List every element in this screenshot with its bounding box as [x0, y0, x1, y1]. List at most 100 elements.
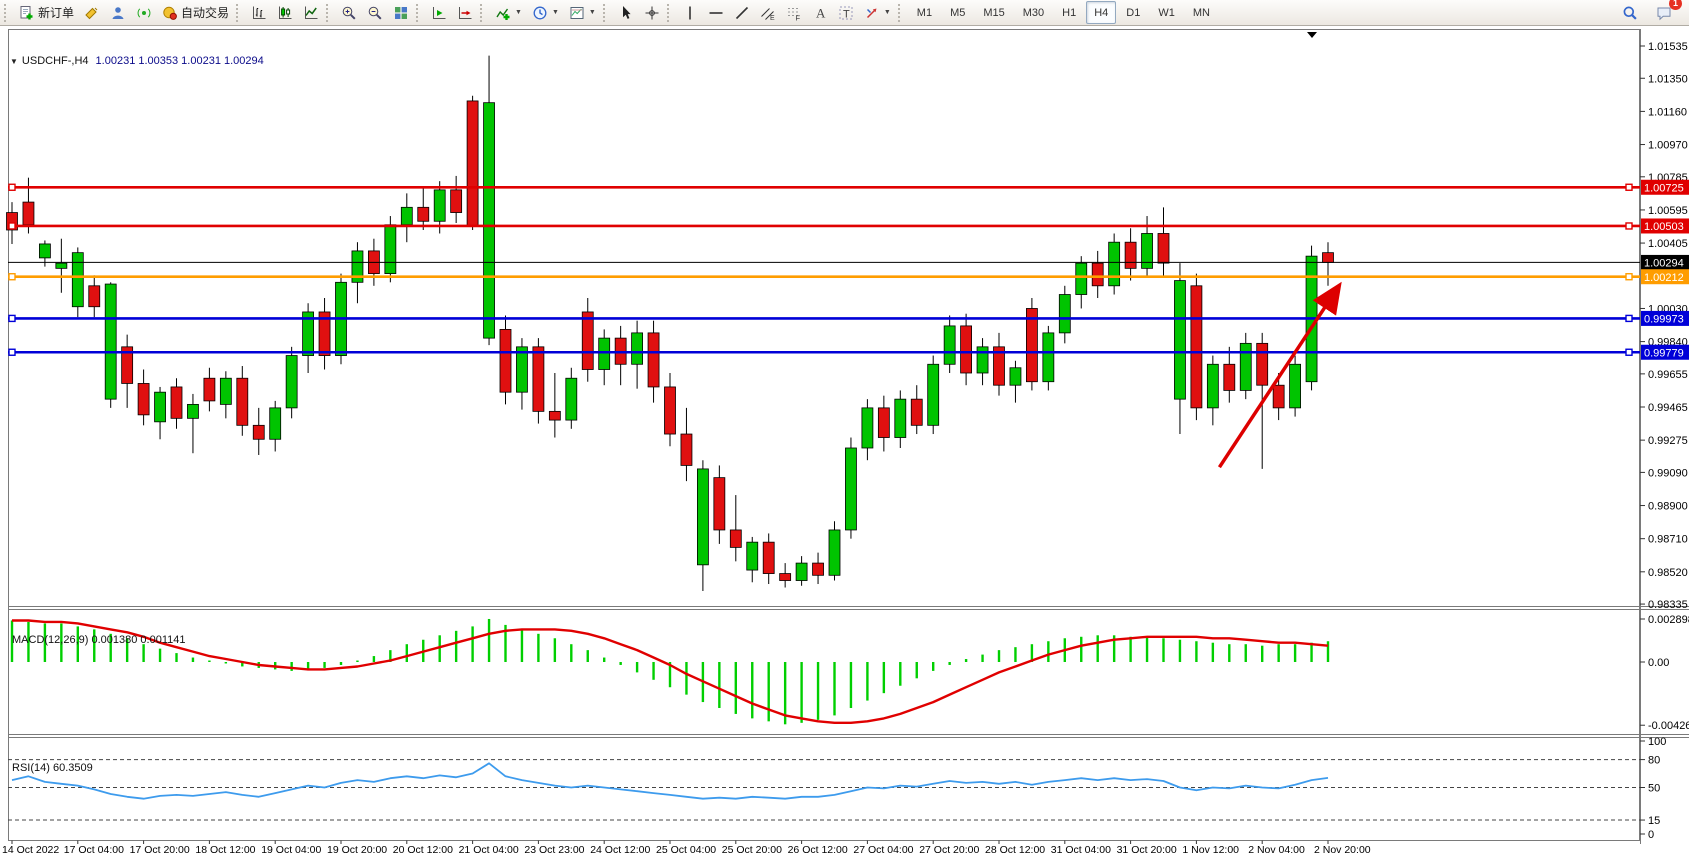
candle — [1075, 262, 1088, 295]
candle — [121, 346, 134, 384]
time-tick-label: 17 Oct 04:00 — [64, 844, 124, 856]
price-badge — [1641, 344, 1689, 360]
channel-icon: E — [760, 7, 775, 21]
arrows-button[interactable]: ▼ — [860, 1, 895, 24]
search-button[interactable] — [1618, 1, 1642, 24]
text-button[interactable]: A — [808, 1, 832, 24]
person-icon — [112, 6, 124, 19]
candle — [400, 206, 413, 226]
autoscroll-icon — [433, 6, 446, 19]
tf-m30-button[interactable]: M30 — [1015, 1, 1052, 24]
line-handle[interactable] — [8, 183, 16, 191]
time-tick-label: 27 Oct 04:00 — [853, 844, 913, 856]
candle — [433, 189, 446, 222]
line-handle[interactable] — [8, 348, 16, 356]
time-tick-label: 2 Nov 20:00 — [1314, 844, 1371, 856]
tf-m5-button[interactable]: M5 — [942, 1, 973, 24]
candle — [812, 562, 824, 576]
arrows-dropdown-icon[interactable]: ▼ — [883, 9, 891, 16]
tf-m15-button[interactable]: M15 — [975, 1, 1012, 24]
candle — [39, 243, 51, 259]
text-label-button[interactable]: T — [834, 1, 858, 24]
tile-windows-button[interactable] — [389, 1, 413, 24]
autotrading-button[interactable]: 自动交易 — [158, 1, 233, 24]
templates-button[interactable]: ▼ — [565, 1, 600, 24]
chart-canvas[interactable]: 1.015351.013501.011601.009701.007851.005… — [0, 26, 1689, 861]
signals-button[interactable] — [132, 1, 156, 24]
candle — [631, 332, 643, 365]
templates-dropdown-icon[interactable]: ▼ — [588, 9, 596, 16]
rsi-line — [11, 762, 1329, 800]
price-tick-label: 0.98710 — [1648, 534, 1688, 546]
line-handle[interactable] — [1625, 348, 1633, 356]
rsi-pane: 100 80 50 15 0 — [8, 736, 1666, 841]
candle — [828, 529, 841, 576]
tf-m1-button[interactable]: M1 — [909, 1, 940, 24]
bars-icon — [253, 6, 266, 19]
shift-icon — [459, 6, 472, 19]
line-handle[interactable] — [8, 222, 16, 230]
price-badge-label: 0.99973 — [1644, 314, 1684, 326]
time-tick-label: 23 Oct 23:00 — [524, 844, 584, 856]
toolbar-separator — [480, 3, 486, 22]
zoom-out-button[interactable] — [363, 1, 387, 24]
price-tick-label: 0.99655 — [1648, 369, 1688, 381]
periods-dropdown-icon[interactable]: ▼ — [551, 9, 559, 16]
candle — [1026, 308, 1038, 383]
chat-button[interactable]: 1 — [1652, 0, 1682, 24]
metaeditor-button[interactable] — [80, 1, 104, 24]
tf-mn-button[interactable]: MN — [1185, 1, 1218, 24]
rsi-axis-label: 80 — [1648, 755, 1660, 767]
time-axis: 14 Oct 2022 17 Oct 04:00 17 Oct 20:00 18 Oc… — [2, 840, 1371, 856]
horn-icon — [85, 7, 98, 19]
candle — [88, 285, 101, 308]
price-badge — [1641, 310, 1689, 326]
new-order-label: 新订单 — [38, 6, 75, 20]
line-handle[interactable] — [1625, 273, 1633, 281]
tf-w1-button[interactable]: W1 — [1150, 1, 1183, 24]
tf-h1-button[interactable]: H1 — [1054, 1, 1084, 24]
chart-shift-marker[interactable] — [1307, 32, 1317, 38]
indicators-dropdown-icon[interactable]: ▼ — [515, 9, 522, 16]
indicators-button[interactable]: ▼ — [491, 1, 526, 24]
candle — [664, 386, 676, 435]
trendline-button[interactable] — [730, 1, 754, 24]
horizontal-line-button[interactable] — [704, 1, 728, 24]
line-handle[interactable] — [8, 314, 16, 323]
candle — [6, 212, 18, 231]
equidistant-channel-button[interactable]: E — [756, 1, 780, 24]
candle — [894, 398, 907, 438]
toolbar-right: 1 — [1617, 0, 1687, 24]
line-handle[interactable] — [1625, 183, 1633, 191]
tf-h4-button[interactable]: H4 — [1086, 1, 1117, 24]
candlestick-chart-button[interactable] — [273, 1, 297, 24]
price-tick-label: 1.00595 — [1648, 205, 1688, 217]
candle — [1174, 280, 1186, 400]
periods-button[interactable]: ▼ — [528, 1, 563, 24]
time-tick-label: 21 Oct 04:00 — [459, 844, 519, 856]
time-tick-label: 24 Oct 12:00 — [590, 844, 650, 856]
profile-button[interactable] — [106, 1, 130, 24]
new-order-button[interactable]: 新订单 — [15, 1, 78, 24]
auto-scroll-button[interactable] — [427, 1, 451, 24]
line-handle[interactable] — [8, 273, 16, 281]
trend-arrow-annotation[interactable] — [1217, 281, 1342, 469]
time-tick-label: 17 Oct 20:00 — [130, 844, 190, 856]
fibonacci-button[interactable]: F — [782, 1, 806, 24]
price-badge-label: 1.00725 — [1644, 182, 1684, 194]
candle — [1042, 332, 1055, 383]
line-chart-button[interactable] — [299, 1, 323, 24]
cursor-button[interactable] — [614, 1, 638, 24]
bar-chart-button[interactable] — [247, 1, 271, 24]
toolbar-group-5 — [613, 0, 665, 25]
line-handle[interactable] — [1625, 314, 1633, 323]
zoom-in-button[interactable] — [337, 1, 361, 24]
chart-shift-button[interactable] — [453, 1, 477, 24]
crosshair-button[interactable] — [640, 1, 664, 24]
tf-d1-button[interactable]: D1 — [1118, 1, 1148, 24]
vertical-line-button[interactable] — [678, 1, 702, 24]
candle — [483, 102, 495, 339]
line-handle[interactable] — [1625, 222, 1633, 230]
tf-h4-label: H4 — [1094, 6, 1109, 19]
candle — [697, 468, 709, 566]
